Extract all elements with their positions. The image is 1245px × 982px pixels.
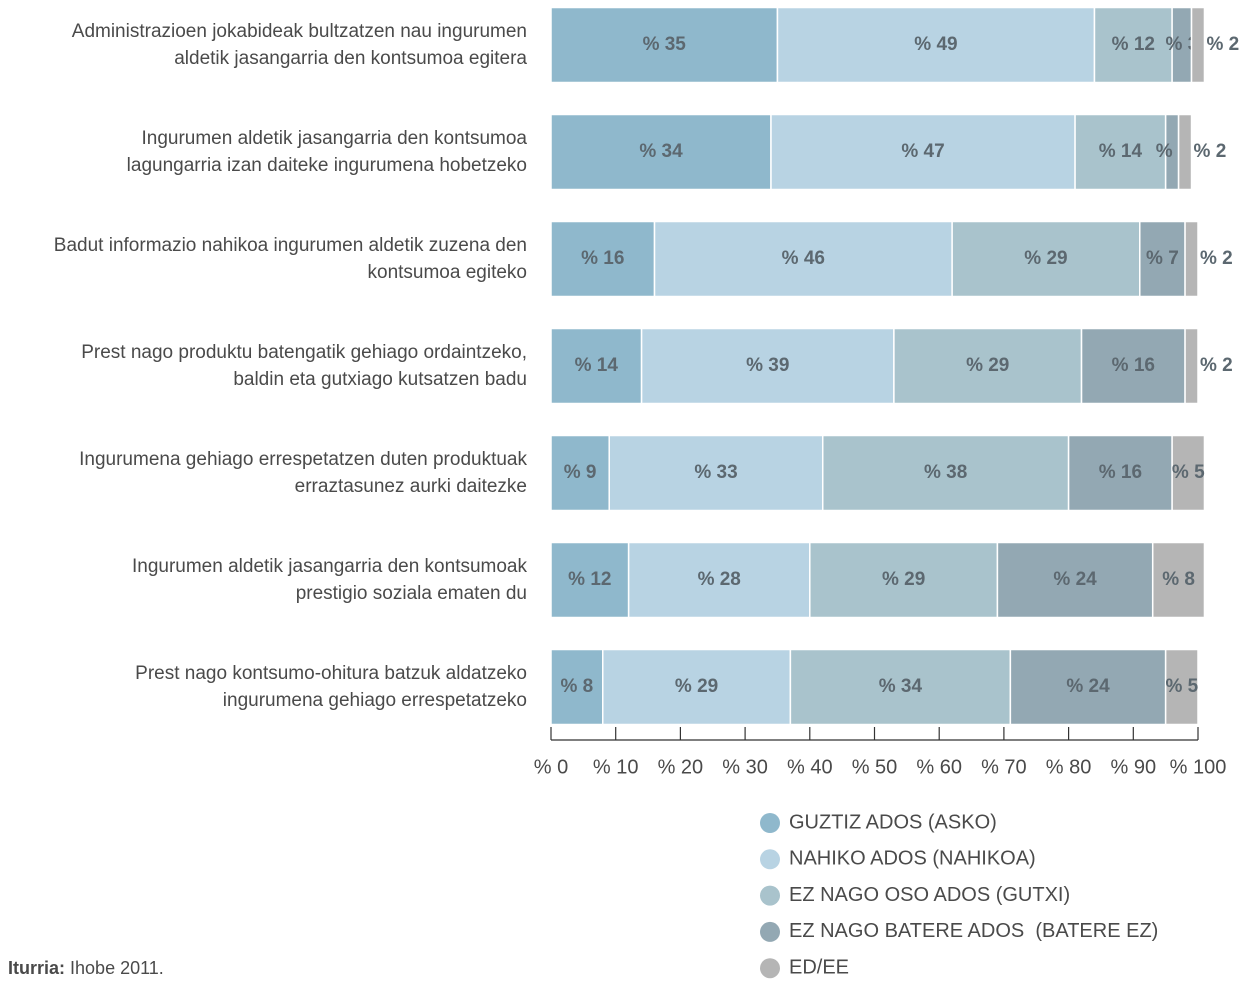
source: Iturria: Ihobe 2011. (8, 958, 164, 979)
legend-swatch (760, 849, 780, 870)
legend-label: NAHIKO ADOS (NAHIKOA) (789, 848, 1036, 870)
bar-segment (550, 541, 630, 619)
bar-segment (1067, 434, 1173, 512)
data-label: % 28 (698, 569, 741, 590)
bar-segment (1009, 648, 1167, 726)
bar-segment (653, 220, 953, 298)
data-label: % 24 (1053, 569, 1097, 590)
x-tick-label: % 30 (722, 756, 768, 778)
x-tick-label: % 60 (916, 756, 962, 778)
bar-segment (1139, 220, 1186, 298)
x-tick-label: % 90 (1111, 756, 1157, 778)
category-label: Administrazioen jokabideak bultzatzen na… (71, 21, 527, 69)
source-text: Ihobe 2011. (70, 958, 164, 978)
data-label: % 2 (1194, 141, 1227, 162)
data-label: % 2 (1200, 355, 1233, 376)
category-label: Prest nago kontsumo-ohitura batzuk aldat… (135, 663, 527, 711)
data-label: % 12 (1112, 34, 1155, 55)
bar-segment (602, 648, 792, 726)
bar-segment (1074, 113, 1167, 191)
data-label: % 39 (746, 355, 789, 376)
data-label: % 16 (581, 248, 624, 269)
legend-label: GUZTIZ ADOS (ASKO) (789, 811, 997, 833)
data-label: % 7 (1146, 248, 1179, 269)
data-label: % 49 (914, 34, 957, 55)
data-label: % 47 (901, 141, 944, 162)
data-label: % 14 (575, 355, 619, 376)
bar-segment (770, 113, 1076, 191)
data-label: % 34 (639, 141, 683, 162)
bar-segment (1184, 220, 1199, 298)
data-label: % 33 (694, 462, 737, 483)
bar-segment (550, 327, 643, 405)
bar-segment (550, 648, 604, 726)
bar-segment (550, 434, 610, 512)
data-label: % 46 (782, 248, 825, 269)
source-label: Iturria: (8, 958, 66, 978)
data-label: % 29 (675, 676, 718, 697)
data-label: % 29 (882, 569, 925, 590)
data-label: % 5 (1165, 676, 1198, 697)
bar-segment (789, 648, 1012, 726)
data-label: % 16 (1112, 355, 1155, 376)
bar-segment (1177, 113, 1193, 191)
data-label: % 35 (643, 34, 687, 55)
legend-swatch (760, 885, 780, 906)
bar-segment (627, 541, 811, 619)
bar-segment (776, 6, 1096, 84)
bar-segment (550, 113, 772, 191)
x-tick-label: % 10 (593, 756, 639, 778)
data-label: % 29 (1024, 248, 1067, 269)
x-tick-label: % 40 (787, 756, 833, 778)
data-label: % 14 (1099, 141, 1143, 162)
category-label: Ingurumen aldetik jasangarria den kontsu… (131, 556, 527, 604)
x-tick-label: % 100 (1170, 756, 1227, 778)
bar-segment (1164, 648, 1199, 726)
legend-label: EZ NAGO BATERE ADOS (BATERE EZ) (789, 920, 1158, 942)
bar-segment (608, 434, 824, 512)
bar-segment (1171, 434, 1206, 512)
data-label: % 9 (564, 462, 597, 483)
x-tick-label: % 80 (1046, 756, 1092, 778)
x-tick-label: % 50 (852, 756, 898, 778)
data-label: % 29 (966, 355, 1009, 376)
data-label: % 24 (1066, 676, 1110, 697)
category-label: Prest nago produktu batengatik gehiago o… (81, 342, 527, 390)
category-label: Ingurumen aldetik jasangarria den kontsu… (126, 128, 527, 176)
legend-swatch (760, 958, 780, 979)
data-label: % 38 (924, 462, 967, 483)
legend-label: EZ NAGO OSO ADOS (GUTXI) (789, 884, 1070, 906)
bar-segment (996, 541, 1154, 619)
x-tick-label: % 0 (534, 756, 568, 778)
data-label: % 12 (568, 569, 611, 590)
bar-segment (1080, 327, 1186, 405)
bar-segment (550, 6, 779, 84)
x-tick-label: % 70 (981, 756, 1027, 778)
data-label: % 8 (561, 676, 594, 697)
data-label: % 3 (1165, 34, 1198, 55)
x-tick-label: % 20 (658, 756, 704, 778)
bar-segment (809, 541, 999, 619)
bar-segment (821, 434, 1070, 512)
data-label: % 2 (1200, 248, 1233, 269)
legend-swatch (760, 921, 780, 942)
bar-segment (1190, 6, 1206, 84)
legend-label: ED/EE (789, 956, 849, 978)
data-label: % 8 (1162, 569, 1195, 590)
data-label: % 5 (1172, 462, 1205, 483)
data-label: % 2 (1206, 34, 1239, 55)
legend-swatch (760, 813, 780, 833)
data-label: % 34 (879, 676, 923, 697)
bar-segment (550, 220, 656, 298)
bar-segment (1184, 327, 1199, 405)
bar-segment (1151, 541, 1206, 619)
data-label: % 16 (1099, 462, 1142, 483)
category-label: Badut informazio nahikoa ingurumen aldet… (53, 235, 527, 283)
category-label: Ingurumena gehiago errespetatzen duten p… (79, 449, 527, 497)
